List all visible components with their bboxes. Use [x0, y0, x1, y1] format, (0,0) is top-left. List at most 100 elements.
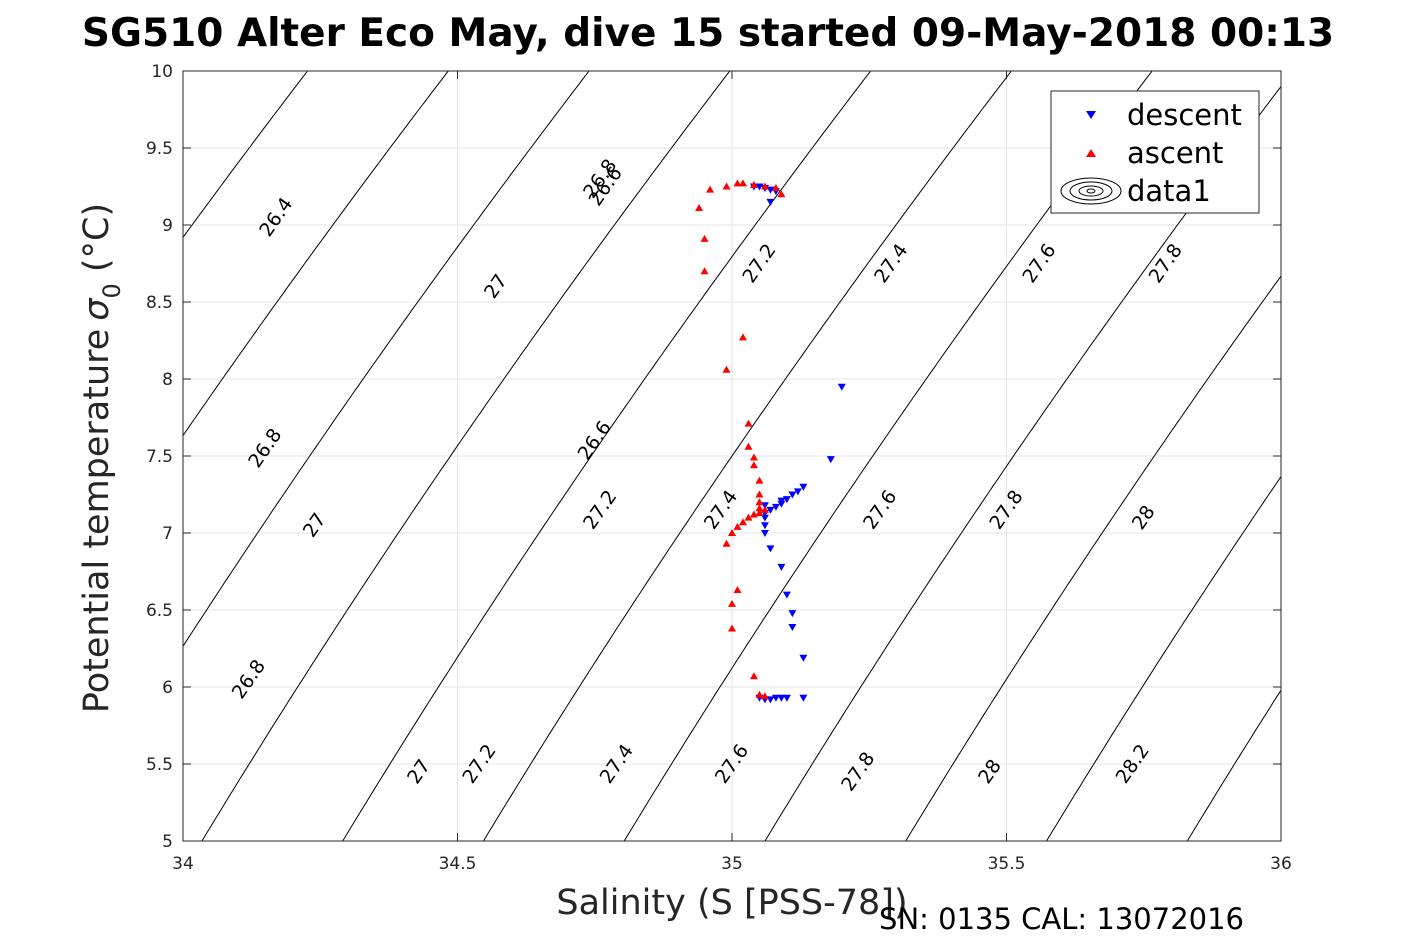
y-tick-label: 8	[162, 370, 173, 390]
ascent-point	[700, 267, 709, 275]
descent-point	[788, 491, 797, 499]
isopycnal-line	[482, 71, 1012, 841]
y-axis-label-subscript: 0	[98, 283, 126, 298]
y-tick-label: 7.5	[146, 447, 173, 467]
ascent-point	[755, 508, 764, 516]
descent-point	[777, 563, 786, 571]
x-axis-label: Salinity (S [PSS-78])	[556, 883, 907, 923]
legend-descent-label: descent	[1127, 98, 1242, 132]
isopycnal-line	[183, 71, 449, 437]
x-tick-label: 34	[172, 854, 194, 874]
legend-contour-icon	[1060, 177, 1122, 205]
y-tick-label: 9.5	[146, 139, 173, 159]
x-tick-label: 34.5	[439, 854, 477, 874]
descent-point	[760, 502, 769, 510]
y-axis-label-text: Potential temperature	[77, 329, 117, 713]
isopycnal-line	[1186, 689, 1281, 841]
y-axis-label-symbol: σ	[77, 297, 117, 321]
descent-point	[826, 456, 835, 464]
descent-point	[777, 694, 786, 702]
ascent-point	[728, 529, 736, 536]
ascent-series	[695, 179, 786, 700]
ascent-point	[733, 585, 742, 593]
descent-point	[760, 522, 769, 530]
chart-title: SG510 Alter Eco May, dive 15 started 09-…	[82, 11, 1334, 56]
descent-point	[788, 610, 797, 618]
ascent-point	[722, 365, 731, 373]
ascent-point	[749, 180, 758, 188]
ascent-point	[760, 692, 769, 700]
ascent-point	[738, 333, 747, 341]
isopycnal-line	[201, 71, 731, 841]
ascent-point	[733, 179, 742, 187]
y-tick-label: 10	[151, 62, 173, 82]
descent-point	[782, 694, 791, 702]
y-tick-label: 8.5	[146, 293, 173, 313]
descent-point	[793, 488, 802, 496]
ascent-point	[755, 690, 764, 698]
legend-data1-label: data1	[1127, 174, 1211, 208]
ascent-point	[777, 190, 786, 198]
ascent-point	[749, 453, 758, 461]
descent-point	[760, 514, 769, 522]
x-axis-ticks: 34 34.5 35 35.5 36	[172, 71, 1292, 874]
ascent-point	[695, 204, 704, 212]
ascent-point	[722, 182, 731, 190]
isopycnal-line	[905, 275, 1281, 841]
ascent-point	[755, 498, 764, 506]
legend: descent ascent data1	[1050, 90, 1260, 214]
x-tick-label: 35.5	[988, 854, 1026, 874]
descent-point	[799, 654, 808, 662]
descent-point	[766, 198, 775, 206]
y-axis-label: Potential temperature σ0 (°C)	[77, 203, 126, 713]
descent-point	[766, 696, 775, 704]
y-tick-label: 5.5	[146, 755, 173, 775]
ascent-point	[744, 442, 753, 450]
ascent-point	[722, 539, 731, 547]
y-axis-label-unit: (°C)	[77, 203, 117, 283]
y-tick-label: 7	[162, 524, 173, 544]
descent-point	[777, 497, 786, 505]
ascent-point	[771, 184, 780, 192]
y-tick-label: 5	[162, 832, 173, 852]
descent-point	[766, 506, 775, 514]
descent-point	[788, 623, 797, 631]
ascent-point	[749, 672, 758, 680]
y-tick-label: 9	[162, 216, 173, 236]
legend-ascent-label: ascent	[1127, 136, 1223, 170]
ascent-point	[733, 522, 742, 530]
descent-point	[766, 545, 775, 553]
isopycnal-line	[183, 71, 309, 239]
x-tick-label: 36	[1270, 854, 1292, 874]
ascent-point	[700, 234, 709, 242]
descent-point	[771, 694, 780, 702]
ascent-point	[749, 461, 758, 469]
descent-series	[749, 183, 846, 704]
isopycnal-line	[1045, 475, 1281, 841]
y-tick-label: 6	[162, 678, 173, 698]
ascent-point	[744, 419, 753, 427]
legend-descent-marker	[1086, 111, 1096, 119]
descent-point	[771, 503, 780, 511]
ascent-point	[760, 182, 769, 190]
ascent-point	[755, 504, 764, 512]
isopycnal-line	[342, 71, 872, 841]
ascent-point	[755, 490, 764, 498]
legend-ascent-marker	[1086, 149, 1096, 157]
density-contours	[183, 71, 1281, 841]
descent-point	[760, 530, 769, 537]
descent-point	[799, 694, 808, 702]
ascent-point	[738, 179, 747, 187]
y-tick-label: 6.5	[146, 601, 173, 621]
descent-point	[799, 483, 808, 491]
ascent-point	[760, 505, 769, 513]
isopycnal-line	[183, 71, 590, 648]
legend-box	[1050, 90, 1260, 214]
ascent-point	[706, 185, 715, 193]
ascent-point	[728, 599, 736, 607]
ascent-point	[744, 513, 753, 521]
serial-calibration-footer: SN: 0135 CAL: 13072016	[879, 902, 1244, 936]
descent-point	[837, 383, 846, 391]
x-tick-label: 35	[721, 854, 743, 874]
